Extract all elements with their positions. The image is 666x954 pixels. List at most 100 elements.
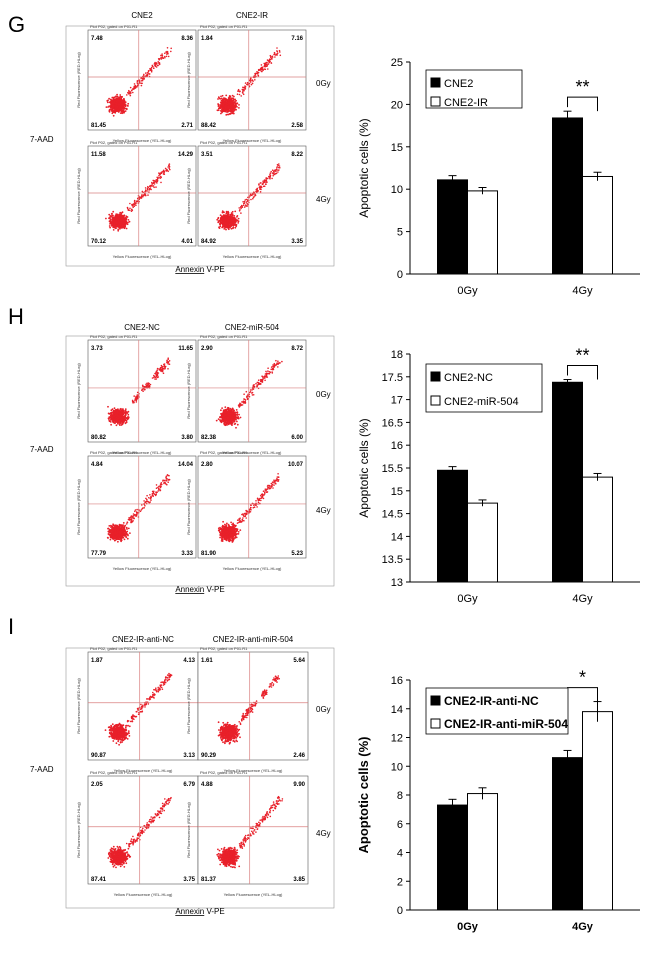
flow-event-dot <box>155 493 157 496</box>
flow-event-dot <box>260 67 263 69</box>
flow-event-dot <box>124 408 127 410</box>
flow-event-dot <box>221 215 223 218</box>
flow-event-dot <box>128 517 130 519</box>
flow-plot-xlabel: Yellow Fluorescence (YEL-HLog) <box>113 254 172 259</box>
flow-event-dot <box>112 415 115 418</box>
flow-event-dot <box>110 101 113 104</box>
flow-event-dot <box>167 55 170 58</box>
flow-event-dot <box>241 91 244 94</box>
flow-event-dot <box>159 172 162 175</box>
y-tick-label: 15 <box>391 142 403 154</box>
flow-event-dot <box>265 177 268 179</box>
flow-event-dot <box>218 226 220 229</box>
flow-event-dot <box>119 531 121 533</box>
flow-row-label: 4Gy <box>316 506 331 515</box>
flow-event-dot <box>170 50 172 53</box>
flow-event-dot <box>129 532 131 534</box>
flow-event-dot <box>225 94 228 97</box>
flow-event-dot <box>243 200 246 203</box>
flow-event-dot <box>129 86 132 89</box>
flow-event-dot <box>125 222 128 225</box>
flow-event-dot <box>229 217 231 220</box>
flow-event-dot <box>113 216 115 219</box>
flow-event-dot <box>225 102 228 105</box>
flow-event-dot <box>131 89 133 91</box>
flow-event-dot <box>148 385 151 388</box>
flow-event-dot <box>219 107 222 110</box>
flow-event-dot <box>262 376 264 378</box>
flow-event-dot <box>272 364 274 366</box>
flow-event-dot <box>119 211 122 214</box>
flow-event-dot <box>115 424 118 427</box>
flow-event-dot <box>249 193 252 196</box>
flow-event-dot <box>229 412 232 415</box>
quadrant-value-bl: 81.45 <box>91 123 107 129</box>
flow-event-dot <box>232 224 235 227</box>
quadrant-value-tr: 14.04 <box>178 462 194 468</box>
flow-event-dot <box>221 407 224 409</box>
flow-event-dot <box>118 213 121 216</box>
flow-event-dot <box>155 179 157 181</box>
flow-event-dot <box>257 75 260 77</box>
flow-event-dot <box>127 105 129 107</box>
flow-event-dot <box>147 500 149 503</box>
flow-plot-title: Plot P02, gated on P01.R1 <box>90 140 138 145</box>
flow-event-dot <box>120 414 123 417</box>
flow-event-dot <box>227 422 230 425</box>
flow-event-dot <box>227 407 230 409</box>
flow-event-dot <box>143 385 146 388</box>
flow-event-dot <box>113 407 116 410</box>
flow-row-label: 0Gy <box>316 390 331 399</box>
flow-event-dot <box>165 475 168 477</box>
flow-event-dot <box>269 178 271 180</box>
flow-event-dot <box>144 505 146 507</box>
flow-event-dot <box>273 365 276 367</box>
flow-event-dot <box>148 73 151 75</box>
flow-event-dot <box>168 479 171 481</box>
flow-event-dot <box>234 224 236 227</box>
flow-event-dot <box>131 204 134 207</box>
flow-event-dot <box>236 216 238 218</box>
flow-event-dot <box>149 187 152 189</box>
flow-event-dot <box>129 516 132 519</box>
flow-event-dot <box>269 58 272 61</box>
flow-event-dot <box>132 203 135 206</box>
flow-event-dot <box>114 524 117 527</box>
flow-event-dot <box>120 101 123 103</box>
flow-plot-xlabel: Yellow Fluorescence (YEL-HLog) <box>223 138 282 143</box>
y-tick-label: 5 <box>397 227 403 239</box>
flow-event-dot <box>138 82 141 84</box>
legend-label: CNE2-IR <box>444 97 488 109</box>
flow-event-dot <box>244 400 246 403</box>
flow-event-dot <box>124 422 127 425</box>
quadrant-value-br: 3.35 <box>291 239 303 245</box>
flow-event-dot <box>141 389 143 391</box>
flow-event-dot <box>166 478 168 480</box>
flow-event-dot <box>227 412 230 414</box>
flow-event-dot <box>264 375 266 377</box>
flow-event-dot <box>134 510 136 513</box>
flow-event-dot <box>131 203 134 206</box>
flow-event-dot <box>220 102 223 104</box>
flow-event-dot <box>234 98 237 101</box>
flow-event-dot <box>124 103 127 106</box>
flow-event-dot <box>167 361 170 363</box>
flow-event-dot <box>114 227 117 230</box>
flow-event-dot <box>127 208 130 211</box>
flow-event-dot <box>162 173 165 175</box>
flow-event-dot <box>113 537 116 540</box>
panel-g: G CNE2 CNE2-IR 0Gy 4Gy 7-AAD Annexin V-PE Plot… <box>0 0 666 300</box>
flow-event-dot <box>237 533 240 535</box>
flow-event-dot <box>243 88 245 91</box>
quadrant-value-tr: 11.65 <box>178 346 193 352</box>
flow-event-dot <box>244 86 247 88</box>
flow-event-dot <box>231 412 233 415</box>
flow-event-dot <box>126 207 129 210</box>
flow-event-dot <box>140 194 143 196</box>
flow-event-dot <box>119 416 122 419</box>
flow-event-dot <box>152 67 155 69</box>
flow-event-dot <box>278 163 280 165</box>
flow-event-dot <box>229 422 232 425</box>
flow-event-dot <box>144 193 146 195</box>
